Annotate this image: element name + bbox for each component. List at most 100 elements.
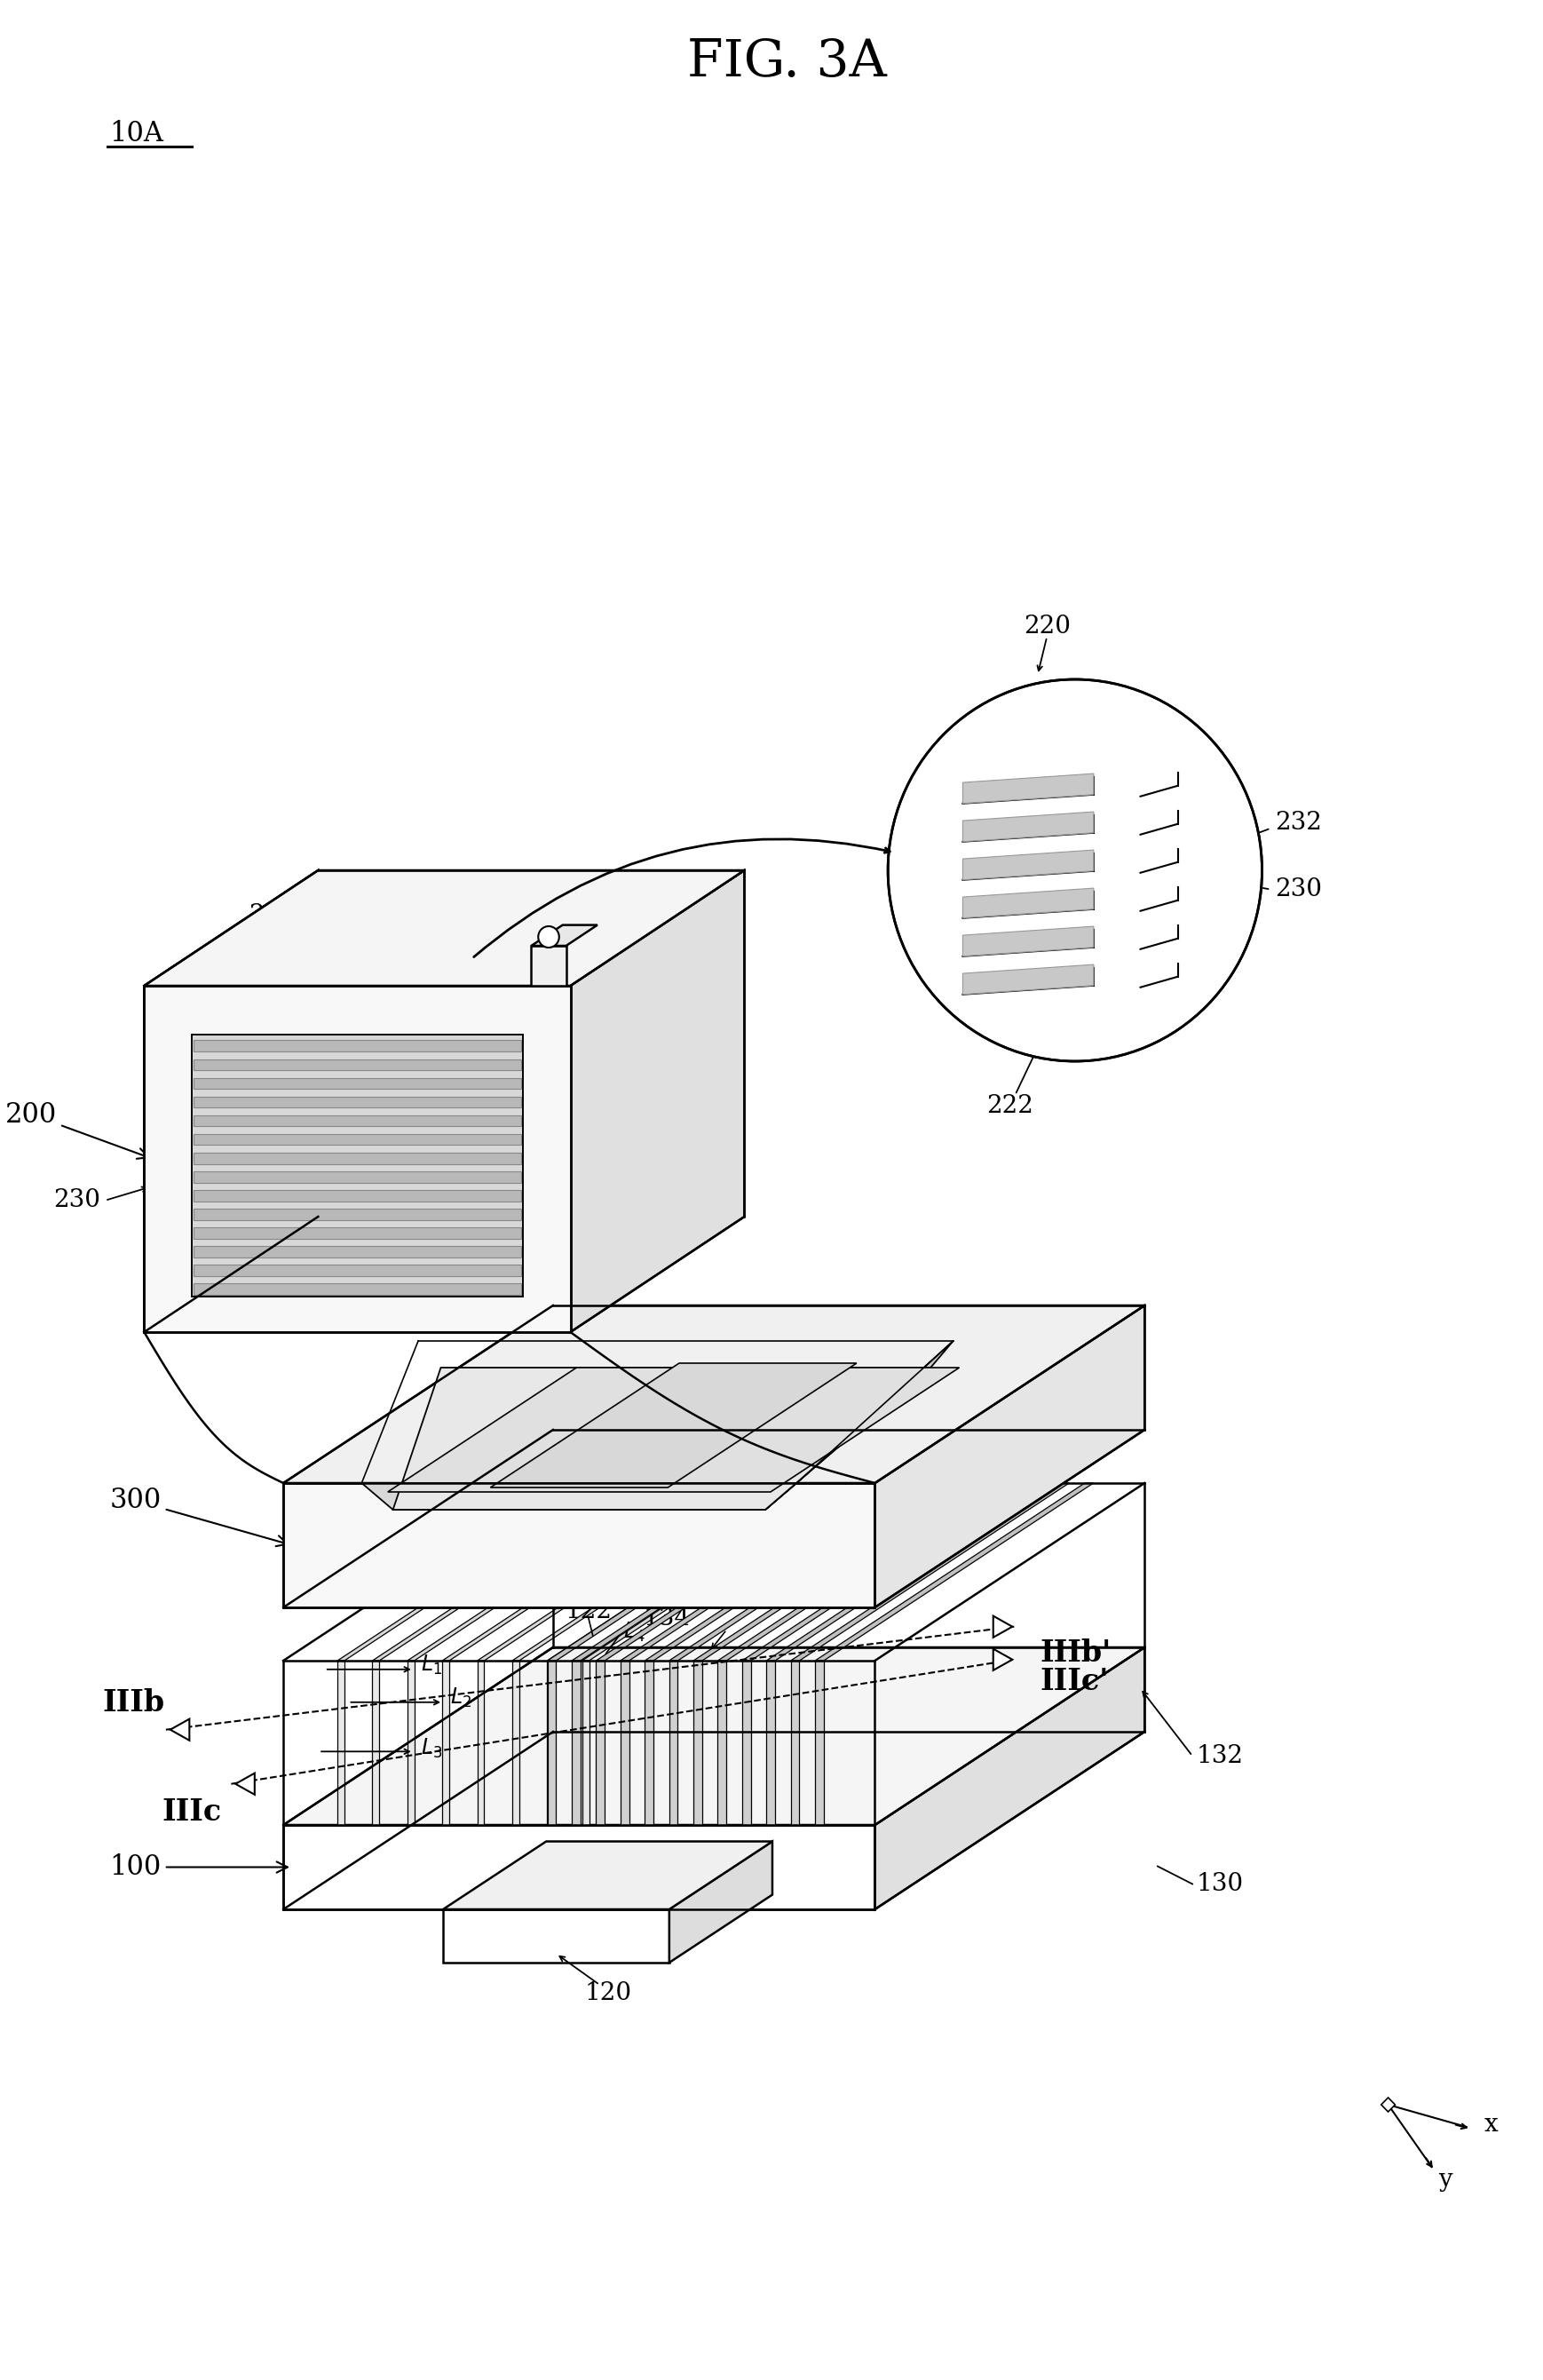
Polygon shape — [548, 1483, 824, 1661]
Polygon shape — [670, 1483, 947, 1661]
Polygon shape — [361, 1483, 796, 1509]
Polygon shape — [815, 1661, 824, 1825]
Text: IIIb: IIIb — [102, 1687, 165, 1718]
Polygon shape — [284, 1647, 1145, 1825]
Text: IIIc': IIIc' — [1040, 1666, 1109, 1697]
Polygon shape — [194, 1228, 522, 1238]
Polygon shape — [963, 964, 1094, 995]
Text: 120: 120 — [585, 1983, 633, 2006]
Text: 130: 130 — [1197, 1873, 1244, 1897]
Text: 230: 230 — [1275, 878, 1322, 902]
Polygon shape — [512, 1483, 788, 1661]
Text: 310: 310 — [620, 1373, 667, 1397]
Polygon shape — [194, 1040, 522, 1052]
Circle shape — [887, 678, 1262, 1061]
Text: $L_1$: $L_1$ — [420, 1654, 441, 1676]
Polygon shape — [790, 1483, 1069, 1661]
Polygon shape — [875, 1647, 1145, 1909]
Polygon shape — [531, 945, 566, 985]
Polygon shape — [670, 1661, 677, 1825]
Text: 220: 220 — [1023, 614, 1071, 638]
Polygon shape — [443, 1483, 719, 1661]
Polygon shape — [338, 1483, 614, 1661]
Text: 200: 200 — [6, 1102, 148, 1159]
Polygon shape — [443, 1842, 773, 1909]
Text: 230: 230 — [54, 1188, 100, 1211]
Polygon shape — [767, 1483, 1045, 1661]
Circle shape — [539, 926, 559, 947]
Polygon shape — [815, 1483, 1094, 1661]
Polygon shape — [670, 1842, 773, 1964]
Polygon shape — [194, 1078, 522, 1090]
Text: IIIb': IIIb' — [1040, 1640, 1111, 1668]
Polygon shape — [387, 1368, 960, 1492]
Polygon shape — [194, 1152, 522, 1164]
Text: 232: 232 — [1275, 812, 1322, 835]
Polygon shape — [194, 1171, 522, 1183]
Polygon shape — [284, 1483, 875, 1607]
Polygon shape — [443, 1909, 670, 1964]
Text: 10A: 10A — [110, 119, 164, 148]
Polygon shape — [994, 1649, 1012, 1671]
Polygon shape — [194, 1059, 522, 1071]
Polygon shape — [491, 1364, 856, 1488]
Polygon shape — [443, 1661, 449, 1825]
Polygon shape — [477, 1483, 755, 1661]
Polygon shape — [693, 1483, 972, 1661]
Polygon shape — [284, 1307, 1145, 1483]
Polygon shape — [477, 1661, 485, 1825]
Polygon shape — [693, 1661, 702, 1825]
Polygon shape — [236, 1773, 255, 1795]
Polygon shape — [372, 1661, 380, 1825]
Polygon shape — [963, 888, 1094, 919]
Polygon shape — [582, 1661, 589, 1825]
Polygon shape — [194, 1116, 522, 1126]
Polygon shape — [963, 774, 1094, 804]
Polygon shape — [963, 812, 1094, 843]
Polygon shape — [531, 926, 597, 945]
Polygon shape — [790, 1661, 799, 1825]
Polygon shape — [194, 1190, 522, 1202]
Polygon shape — [548, 1661, 555, 1825]
Text: $L_3$: $L_3$ — [420, 1737, 441, 1761]
Polygon shape — [194, 1097, 522, 1107]
Polygon shape — [393, 1368, 930, 1509]
Polygon shape — [194, 1247, 522, 1257]
Polygon shape — [512, 1661, 518, 1825]
Polygon shape — [963, 926, 1094, 957]
Text: FIG. 3A: FIG. 3A — [687, 38, 887, 88]
Polygon shape — [620, 1483, 900, 1661]
Polygon shape — [645, 1483, 923, 1661]
Polygon shape — [582, 1483, 859, 1661]
Polygon shape — [372, 1483, 650, 1661]
Text: 240: 240 — [609, 907, 657, 931]
Text: 300: 300 — [110, 1488, 287, 1547]
Text: $L_2$: $L_2$ — [451, 1685, 471, 1709]
Polygon shape — [143, 985, 571, 1333]
Polygon shape — [596, 1661, 605, 1825]
Polygon shape — [717, 1483, 997, 1661]
Polygon shape — [338, 1661, 344, 1825]
Polygon shape — [191, 1035, 523, 1297]
Polygon shape — [963, 850, 1094, 881]
Polygon shape — [717, 1661, 727, 1825]
Polygon shape — [875, 1307, 1145, 1607]
Polygon shape — [407, 1661, 415, 1825]
Polygon shape — [572, 1661, 580, 1825]
Polygon shape — [407, 1483, 684, 1661]
Text: 132: 132 — [1197, 1745, 1244, 1768]
Text: y: y — [1438, 2168, 1452, 2192]
Polygon shape — [194, 1264, 522, 1276]
Polygon shape — [571, 871, 744, 1333]
Polygon shape — [645, 1661, 653, 1825]
Text: IIIc: IIIc — [162, 1797, 222, 1828]
Text: 320: 320 — [366, 1461, 414, 1485]
Polygon shape — [994, 1616, 1012, 1637]
Text: $L_4$: $L_4$ — [623, 1621, 645, 1645]
Text: x: x — [1484, 2113, 1498, 2137]
Polygon shape — [170, 1718, 190, 1740]
Polygon shape — [765, 1340, 954, 1509]
Polygon shape — [143, 871, 318, 1333]
Polygon shape — [143, 871, 744, 985]
Polygon shape — [194, 1283, 522, 1295]
